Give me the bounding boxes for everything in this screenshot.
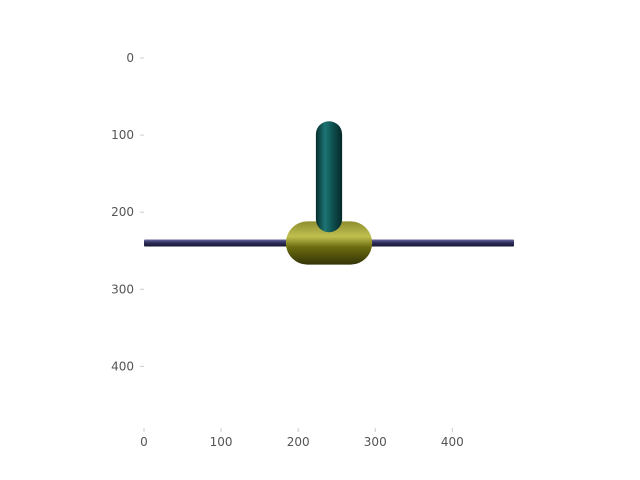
x-tick-label: 100 [210,435,233,449]
y-tick-label: 0 [126,51,134,65]
x-tick-label: 200 [287,435,310,449]
shapes-layer [144,121,514,265]
y-tick-label: 400 [111,359,134,373]
horizontal-capsule [285,221,373,265]
y-tick-label: 100 [111,128,134,142]
x-tick-label: 0 [140,435,148,449]
x-axis: 0 100 200 300 400 [140,428,464,449]
x-tick-label: 300 [364,435,387,449]
x-tick-label: 400 [441,435,464,449]
y-tick-label: 300 [111,282,134,296]
y-axis: 0 100 200 300 400 [111,51,144,373]
y-tick-label: 200 [111,205,134,219]
vertical-capsule [315,121,343,233]
